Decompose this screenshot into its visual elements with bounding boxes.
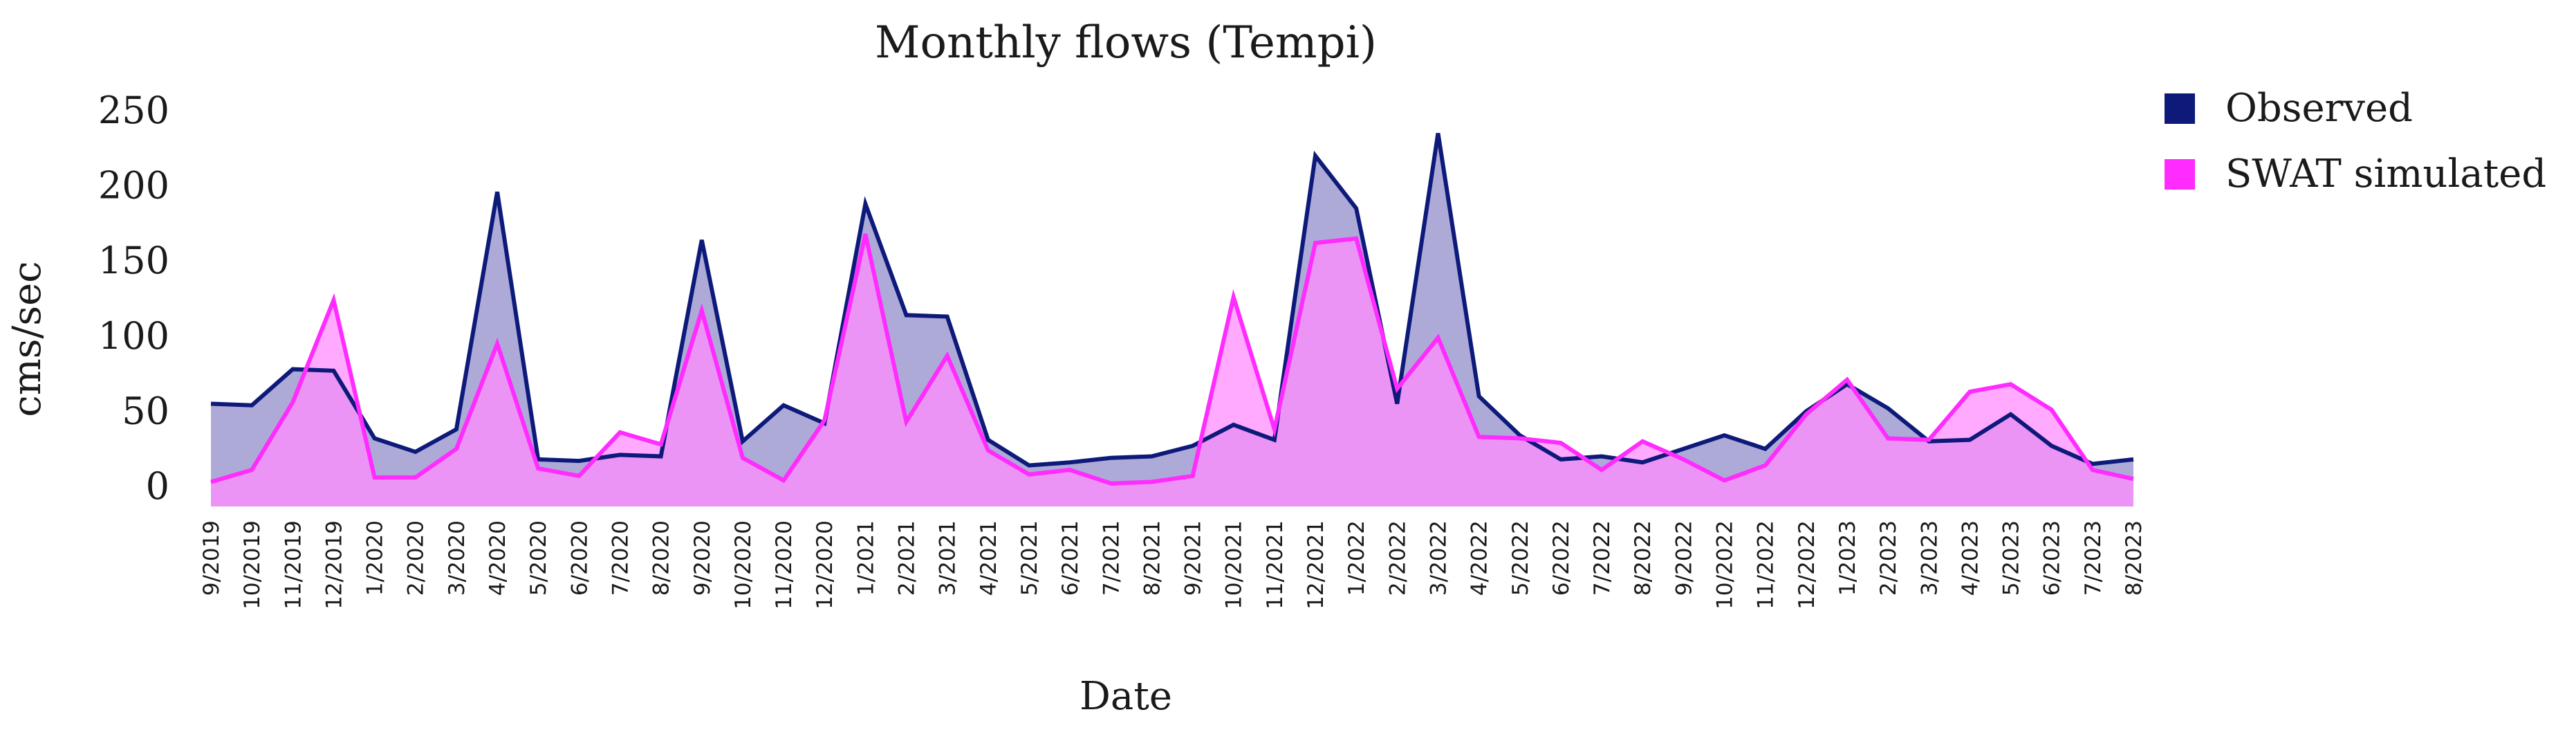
x-axis-label: Date — [1079, 674, 1172, 719]
x-tick-label: 10/2020 — [731, 520, 756, 610]
x-tick-label: 3/2021 — [936, 520, 961, 596]
x-tick-label: 6/2023 — [2040, 520, 2065, 596]
x-tick-label: 8/2023 — [2122, 520, 2147, 596]
legend-swatch-swat-simulated — [2165, 159, 2195, 190]
y-axis-label: cms/sec — [5, 261, 50, 417]
x-tick-label: 9/2019 — [199, 520, 224, 596]
x-tick-label: 8/2022 — [1631, 520, 1656, 596]
x-tick-label: 2/2021 — [895, 520, 920, 596]
x-tick-label: 2/2020 — [404, 520, 429, 596]
x-tick-label: 11/2022 — [1754, 520, 1779, 610]
x-tick-label: 9/2021 — [1181, 520, 1206, 596]
x-tick-label: 8/2020 — [649, 520, 674, 596]
x-tick-label: 12/2021 — [1304, 520, 1328, 610]
y-tick-label: 150 — [98, 239, 169, 282]
x-tick-label: 11/2021 — [1263, 520, 1288, 610]
x-tick-label: 11/2019 — [281, 520, 306, 610]
x-tick-label: 8/2021 — [1140, 520, 1165, 596]
x-tick-label: 7/2022 — [1590, 520, 1615, 596]
x-tick-label: 1/2022 — [1344, 520, 1369, 596]
legend-swatch-observed — [2165, 93, 2195, 124]
x-tick-label: 1/2023 — [1835, 520, 1860, 596]
x-tick-label: 4/2021 — [976, 520, 1001, 596]
series-lines — [210, 133, 2134, 486]
x-tick-label: 3/2020 — [445, 520, 470, 596]
chart-title: Monthly flows (Tempi) — [875, 17, 1377, 69]
x-tick-label: 4/2022 — [1467, 520, 1492, 596]
x-tick-label: 4/2020 — [485, 520, 510, 596]
x-tick-label: 10/2019 — [240, 520, 265, 610]
x-tick-label: 7/2023 — [2081, 520, 2106, 596]
y-tick-label: 200 — [98, 164, 169, 208]
legend-label-observed: Observed — [2225, 86, 2413, 131]
x-tick-label: 2/2023 — [1876, 520, 1901, 596]
x-tick-label: 12/2020 — [813, 520, 837, 610]
x-tick-label: 5/2023 — [1999, 520, 2024, 596]
y-axis-ticks: 0 50 100 150 200 250 — [98, 89, 169, 508]
x-tick-label: 7/2021 — [1099, 520, 1124, 596]
x-tick-label: 6/2020 — [567, 520, 592, 596]
x-tick-label: 7/2020 — [608, 520, 633, 596]
line-swat-simulated — [210, 233, 2134, 486]
x-tick-label: 1/2021 — [853, 520, 878, 596]
x-tick-label: 9/2022 — [1671, 520, 1696, 596]
x-tick-label: 11/2020 — [772, 520, 797, 610]
x-tick-label: 10/2021 — [1222, 520, 1247, 610]
y-tick-label: 100 — [98, 314, 169, 358]
x-tick-label: 3/2023 — [1917, 520, 1942, 596]
x-tick-label: 9/2020 — [690, 520, 715, 596]
y-tick-label: 50 — [122, 389, 169, 432]
y-tick-label: 0 — [146, 464, 169, 508]
legend: Observed SWAT simulated — [2165, 86, 2546, 197]
x-tick-label: 12/2022 — [1795, 520, 1819, 610]
x-tick-label: 12/2019 — [322, 520, 346, 610]
x-tick-label: 6/2022 — [1549, 520, 1574, 596]
x-tick-label: 2/2022 — [1385, 520, 1410, 596]
legend-label-swat-simulated: SWAT simulated — [2225, 152, 2546, 197]
x-tick-label: 3/2022 — [1426, 520, 1451, 596]
x-tick-label: 6/2021 — [1058, 520, 1083, 596]
x-tick-label: 5/2020 — [526, 520, 551, 596]
y-tick-label: 250 — [98, 89, 169, 132]
x-tick-label: 5/2022 — [1508, 520, 1533, 596]
area-swat-simulated — [211, 234, 2133, 507]
x-axis-ticks: 9/2019 10/2019 11/2019 12/2019 1/2020 2/2020 3… — [199, 520, 2147, 610]
x-tick-label: 5/2021 — [1017, 520, 1042, 596]
x-tick-label: 1/2020 — [363, 520, 388, 596]
series-areas — [211, 133, 2133, 507]
x-tick-label: 10/2022 — [1713, 520, 1738, 610]
x-tick-label: 4/2023 — [1958, 520, 1983, 596]
